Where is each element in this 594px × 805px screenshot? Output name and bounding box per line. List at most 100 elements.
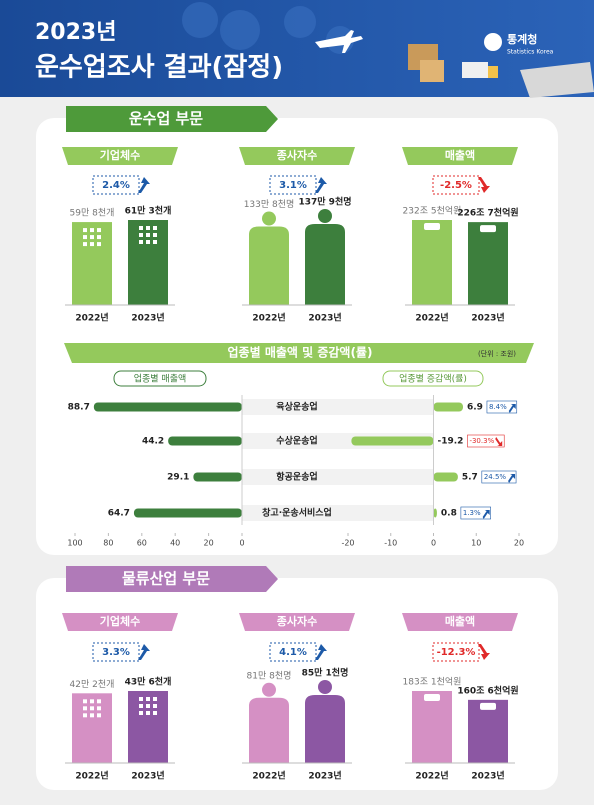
sales-bar <box>93 402 242 412</box>
change-arrow <box>138 644 150 660</box>
change-rate: -30.3% <box>469 437 494 445</box>
window <box>153 240 157 244</box>
change-arrow <box>478 177 490 193</box>
change-subtitle: 업종별 증감액(률) <box>399 373 467 385</box>
category-label: 2022년 <box>75 312 108 324</box>
sales-value: 64.7 <box>108 509 130 519</box>
panel-title-bg <box>62 613 178 631</box>
window <box>139 697 143 701</box>
window <box>153 704 157 708</box>
panel-title: 기업체수 <box>100 148 140 162</box>
bar <box>305 224 345 305</box>
value-label: 183조 1천억원 <box>403 676 462 688</box>
window <box>146 711 150 715</box>
window <box>90 242 94 247</box>
window <box>83 235 87 240</box>
window <box>83 699 87 704</box>
x-tick-label: 60 <box>137 539 147 548</box>
bar <box>128 691 168 763</box>
category-label: 2022년 <box>415 770 448 782</box>
change-bar <box>433 472 458 482</box>
chart-banner <box>64 343 534 363</box>
category-label: 2022년 <box>415 312 448 324</box>
industry-label: 항공운송업 <box>276 471 317 483</box>
window <box>83 242 87 247</box>
panel-title: 매출액 <box>445 614 475 628</box>
change-value: -2.5% <box>440 180 472 191</box>
industry-label: 창고·운송서비스업 <box>262 507 332 519</box>
change-rate: 24.5% <box>484 473 507 481</box>
money-tag <box>424 694 440 701</box>
window <box>83 706 87 711</box>
change-value: 6.9 <box>467 403 483 413</box>
change-box <box>92 642 140 662</box>
window <box>146 704 150 708</box>
window <box>139 233 143 237</box>
bar <box>468 222 508 305</box>
chart-unit: (단위 : 조원) <box>478 349 516 358</box>
section-header <box>66 566 278 592</box>
person-head <box>318 680 332 694</box>
chart-title: 업종별 매출액 및 증감액(률) <box>228 345 373 360</box>
window <box>97 706 101 711</box>
sales-bar <box>168 436 242 446</box>
bar <box>72 222 112 305</box>
category-label: 2023년 <box>131 770 164 782</box>
window <box>83 713 87 718</box>
window <box>97 235 101 240</box>
rate-arrow <box>482 510 490 519</box>
subtitle-pill <box>113 370 207 387</box>
change-box <box>92 175 140 195</box>
change-rate: 1.3% <box>463 509 481 517</box>
panel-title: 매출액 <box>445 148 475 162</box>
window <box>153 226 157 230</box>
window <box>90 235 94 240</box>
bar <box>412 691 452 763</box>
sales-value: 29.1 <box>167 473 189 483</box>
title-line2: 운수업조사 결과(잠정) <box>35 53 283 83</box>
window <box>90 713 94 718</box>
bar <box>249 226 289 305</box>
rate-arrow <box>495 437 503 446</box>
sales-bar <box>133 508 242 518</box>
change-arrow <box>315 644 327 660</box>
window <box>139 704 143 708</box>
category-label: 2023년 <box>131 312 164 324</box>
airplane <box>315 30 363 53</box>
x-tick-label: 100 <box>67 539 82 548</box>
category-label: 2022년 <box>252 770 285 782</box>
bar <box>412 220 452 305</box>
rate-arrow <box>508 404 516 413</box>
value-label: 133만 8천명 <box>244 199 295 210</box>
bar <box>72 693 112 763</box>
x-tick-label: -20 <box>341 539 354 548</box>
section-title: 물류산업 부문 <box>122 570 210 588</box>
sales-subtitle: 업종별 매출액 <box>134 373 187 385</box>
window <box>139 711 143 715</box>
panel-title: 종사자수 <box>277 614 317 628</box>
change-value: 4.1% <box>279 647 307 658</box>
value-label: 61만 3천개 <box>125 205 172 217</box>
logo-mark <box>484 33 502 51</box>
change-box <box>432 175 480 195</box>
value-label: 137만 9천명 <box>298 196 351 208</box>
change-value: 3.3% <box>102 647 130 658</box>
panel-title-bg <box>402 613 518 631</box>
rate-box <box>481 470 517 484</box>
value-label: 43만 6천개 <box>125 676 172 688</box>
rate-box <box>467 434 505 448</box>
subtitle-pill <box>382 370 484 387</box>
rate-box <box>460 506 491 520</box>
logo-text: 통계청 <box>507 32 537 46</box>
row-band <box>242 469 434 485</box>
window <box>153 711 157 715</box>
bar <box>468 699 508 763</box>
value-label: 226조 7천억원 <box>457 207 518 219</box>
value-label: 59만 8천개 <box>70 208 115 219</box>
window <box>97 228 101 233</box>
change-arrow <box>138 177 150 193</box>
value-label: 42만 2천개 <box>70 679 115 690</box>
x-tick-label: -10 <box>384 539 397 548</box>
category-label: 2023년 <box>308 770 341 782</box>
